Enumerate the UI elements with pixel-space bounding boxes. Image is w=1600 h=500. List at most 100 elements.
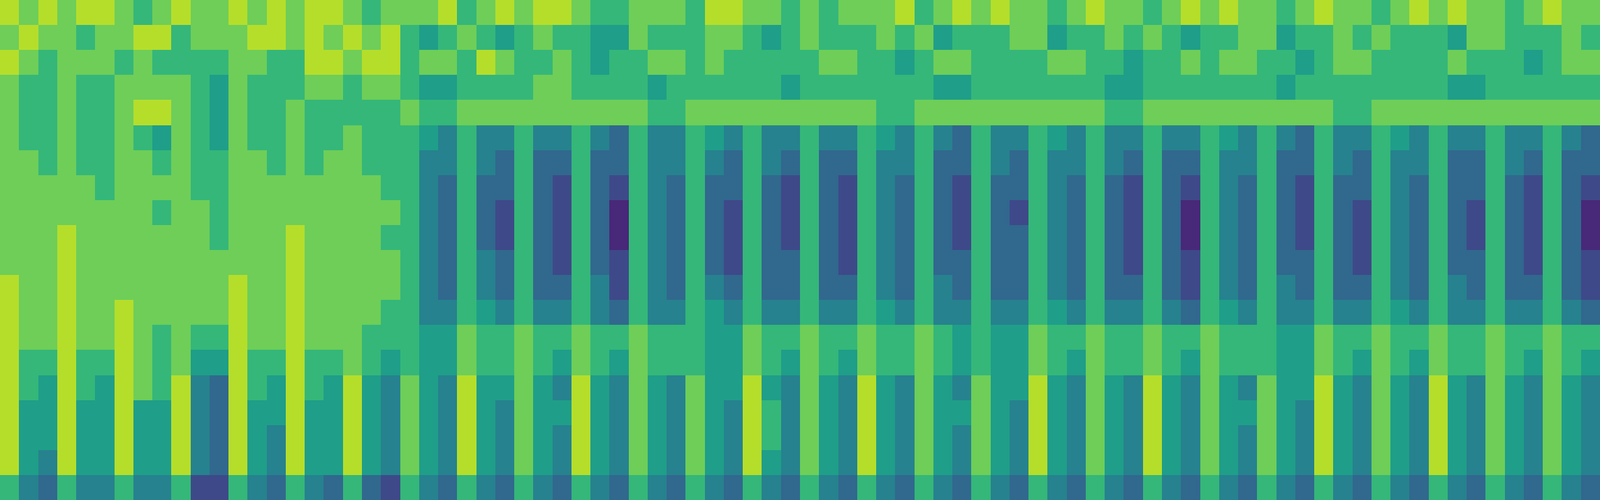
cell [266,99,286,126]
cell [800,0,819,25]
cell [1485,375,1505,401]
cell [895,450,915,476]
cell [190,74,210,100]
cell [704,0,724,25]
cell [152,475,172,500]
cell [1333,450,1353,476]
cell [1123,24,1144,50]
cell [971,299,991,325]
cell [456,400,477,426]
cell [590,24,610,50]
cell [171,375,191,401]
cell [419,349,439,376]
cell [57,475,77,500]
cell [171,250,191,275]
cell [1104,200,1124,226]
cell [1466,425,1486,451]
cell [838,475,858,500]
cell [1028,299,1048,325]
cell [1581,450,1600,476]
cell [1123,125,1144,151]
cell [1256,150,1277,176]
cell [76,349,96,376]
cell [723,349,743,376]
cell [1314,475,1334,500]
cell [1047,324,1067,350]
cell [228,375,248,401]
cell [1447,49,1467,75]
cell [590,425,610,451]
cell [400,200,420,226]
cell [228,299,248,325]
cell [95,400,115,426]
cell [1161,250,1181,275]
cell [895,400,915,426]
cell [781,250,800,275]
cell [1200,349,1220,376]
cell [361,475,381,500]
cell [609,150,629,176]
cell [209,125,229,151]
cell [1428,99,1448,126]
cell [247,99,267,126]
cell [895,99,915,126]
cell [380,274,401,300]
cell [476,99,496,126]
cell [285,400,305,426]
cell [952,475,972,500]
cell [1352,150,1372,176]
cell [1371,49,1391,75]
cell [266,425,286,451]
cell [152,250,172,275]
cell [971,150,991,176]
cell [704,475,724,500]
cell [18,0,39,25]
cell [114,150,134,176]
cell [171,274,191,300]
cell [876,225,896,251]
cell [1161,475,1181,500]
cell [285,125,305,151]
cell [171,299,191,325]
cell [476,324,496,350]
cell [933,225,953,251]
cell [1256,175,1277,201]
cell [857,200,877,226]
cell [552,150,572,176]
cell [361,24,381,50]
cell [1066,175,1086,201]
cell [361,49,381,75]
cell [1390,24,1410,50]
cell [133,175,153,201]
cell [1352,299,1372,325]
cell [800,99,819,126]
cell [1276,425,1296,451]
cell [761,475,782,500]
cell [152,400,172,426]
cell [57,400,77,426]
cell [742,475,762,500]
cell [247,450,267,476]
cell [723,425,743,451]
cell [18,349,39,376]
cell [571,400,591,426]
cell [1276,225,1296,251]
cell [76,0,96,25]
cell [857,274,877,300]
cell [1314,250,1334,275]
cell [1161,400,1181,426]
cell [323,24,344,50]
cell [1200,225,1220,251]
cell [152,324,172,350]
cell [0,400,19,426]
cell [818,274,839,300]
cell [609,24,629,50]
cell [323,475,344,500]
cell [704,225,724,251]
cell [1485,274,1505,300]
cell [133,425,153,451]
cell [1485,74,1505,100]
cell [876,324,896,350]
cell [361,0,381,25]
cell [380,24,401,50]
